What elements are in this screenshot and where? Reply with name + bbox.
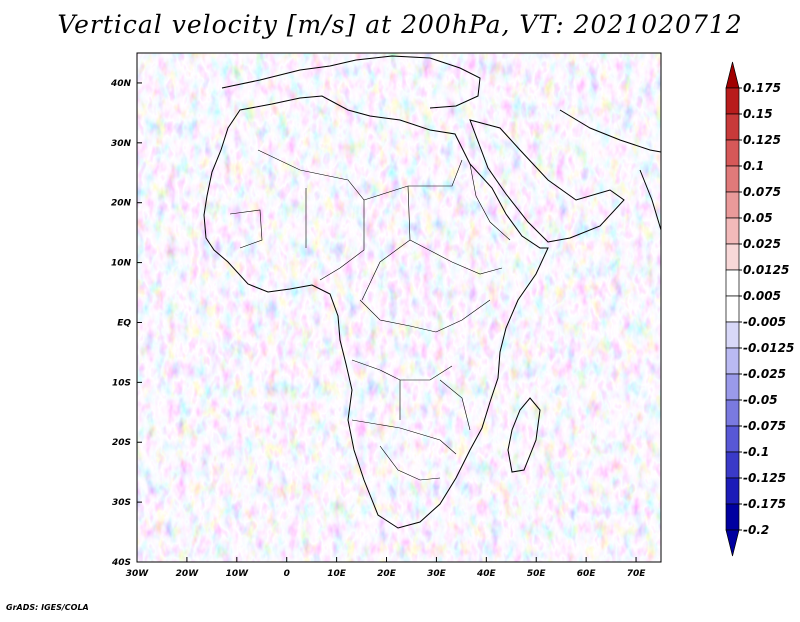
country-borders xyxy=(229,149,511,481)
colorbar-swatch xyxy=(725,477,740,505)
lon-tick-label: 10E xyxy=(327,569,347,579)
colorbar-swatch xyxy=(725,347,740,375)
credit-text: GrADS: IGES/COLA xyxy=(6,603,89,612)
colorbar-swatch xyxy=(725,191,740,219)
colorbar-swatch xyxy=(725,425,740,453)
lon-tick-label: 70E xyxy=(627,569,647,579)
colorbar-label: 0.1 xyxy=(743,159,764,173)
lat-tick-label: 20S xyxy=(112,438,131,448)
colorbar-label: -0.1 xyxy=(743,445,769,459)
colorbar-swatch xyxy=(725,243,740,271)
colorbar-swatch xyxy=(725,165,740,193)
lon-tick-label: 40E xyxy=(476,569,497,579)
africa-coastline xyxy=(203,95,549,529)
map-title: Vertical velocity [m/s] at 200hPa, VT: 2… xyxy=(57,10,743,39)
lat-tick-label: 30N xyxy=(111,139,132,149)
plot-frame xyxy=(136,52,662,563)
colorbar-label: -0.05 xyxy=(743,393,778,407)
colorbar-label: 0.005 xyxy=(743,289,781,303)
lat-tick-label: EQ xyxy=(117,318,131,328)
coastlines xyxy=(203,55,661,529)
colorbar-label: 0.025 xyxy=(743,237,781,251)
colorbar-label: -0.125 xyxy=(743,471,786,485)
lon-tick-label: 0 xyxy=(284,569,290,579)
lon-tick-label: 20E xyxy=(377,569,397,579)
colorbar: 0.175 0.15 0.125 0.1 0.075 0.05 0.025 0.0125 0.0… xyxy=(725,61,794,557)
lat-tick-label: 10S xyxy=(112,378,131,388)
lon-tick-label: 60E xyxy=(577,569,597,579)
colorbar-label: 0.0125 xyxy=(743,263,789,277)
colorbar-label: -0.005 xyxy=(743,315,786,329)
lon-tick-label: 30W xyxy=(126,569,150,579)
lon-tick-label: 50E xyxy=(527,569,547,579)
colorbar-label: -0.0125 xyxy=(743,341,794,355)
lat-tick-label: 40N xyxy=(110,79,132,89)
colorbar-label: 0.05 xyxy=(743,211,773,225)
lat-tick-label: 10N xyxy=(111,259,132,269)
colorbar-top-arrow xyxy=(725,61,740,89)
persia-coastline xyxy=(559,109,661,153)
colorbar-label: -0.175 xyxy=(743,497,786,511)
colorbar-label: -0.2 xyxy=(743,523,769,537)
velocity-field xyxy=(137,53,661,562)
colorbar-swatch xyxy=(725,321,740,349)
colorbar-swatch xyxy=(725,87,740,115)
colorbar-label: 0.125 xyxy=(743,133,781,147)
colorbar-label: -0.025 xyxy=(743,367,786,381)
lat-tick-label: 30S xyxy=(112,498,131,508)
colorbar-label: 0.175 xyxy=(743,81,781,95)
lat-tick-label: 20N xyxy=(111,199,132,209)
colorbar-swatch xyxy=(725,295,740,323)
colorbar-swatch xyxy=(725,139,740,167)
colorbar-label: -0.075 xyxy=(743,419,786,433)
lon-axis: 30W 20W 10W 0 10E 20E 30E 40E 50E 60E 70E xyxy=(126,557,646,579)
lat-tick-label: 40S xyxy=(111,558,131,568)
colorbar-label: 0.075 xyxy=(743,185,781,199)
colorbar-swatch xyxy=(725,269,740,297)
colorbar-swatch xyxy=(725,217,740,245)
lat-axis: 40N 30N 20N 10N EQ 10S 20S 30S 40S xyxy=(110,79,142,568)
lon-tick-label: 10W xyxy=(226,569,250,579)
colorbar-swatch xyxy=(725,373,740,401)
lon-tick-label: 20W xyxy=(176,569,200,579)
colorbar-label: 0.15 xyxy=(743,107,773,121)
colorbar-swatch xyxy=(725,399,740,427)
india-coastline xyxy=(639,169,661,231)
colorbar-swatch xyxy=(725,113,740,141)
colorbar-swatch xyxy=(725,503,740,531)
madagascar-coastline xyxy=(507,397,541,473)
europe-coastline xyxy=(221,55,481,109)
lon-tick-label: 30E xyxy=(427,569,447,579)
arabia-coastline xyxy=(469,119,625,243)
colorbar-bottom-arrow xyxy=(725,529,740,557)
colorbar-swatch xyxy=(725,451,740,479)
